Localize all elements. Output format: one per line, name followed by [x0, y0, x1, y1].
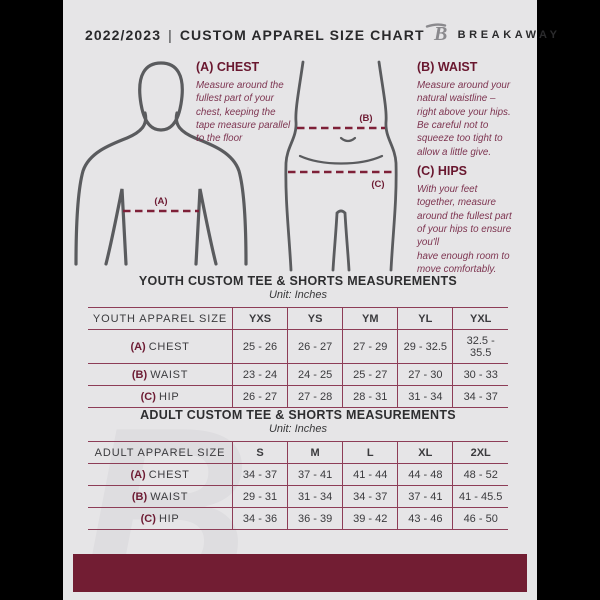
youth-table-unit: Unit: Inches: [268, 289, 328, 301]
title-text: CUSTOM APPAREL SIZE CHART: [179, 26, 425, 43]
brand-name: BREAKAWAY: [457, 28, 561, 41]
marker-c-label: (C): [371, 179, 384, 190]
hips-description: With your feet together, measure around …: [417, 184, 512, 275]
measurement-cell: 37 - 41: [287, 463, 343, 486]
size-header: XL: [397, 441, 453, 464]
measurement-cell: 29 - 32.5: [397, 329, 453, 364]
size-header: YXL: [452, 307, 508, 330]
chest-heading: (A) CHEST: [196, 60, 260, 74]
row-label: CHEST: [148, 340, 190, 353]
row-header: (B) WAIST: [88, 363, 233, 386]
row-header: (C) HIP: [88, 385, 233, 408]
measurement-cell: 28 - 31: [342, 385, 398, 408]
measurement-cell: 44 - 48: [397, 463, 453, 486]
row-label: WAIST: [150, 490, 189, 503]
measurement-cell: 34 - 37: [231, 463, 288, 486]
waist-description: Measure around your natural waistline – …: [417, 80, 511, 158]
youth-table-title: YOUTH CUSTOM TEE & SHORTS MEASUREMENTS: [138, 274, 458, 288]
adult-table-title: ADULT CUSTOM TEE & SHORTS MEASUREMENTS: [140, 408, 456, 422]
size-header: YL: [397, 307, 453, 330]
size-header: L: [342, 441, 398, 464]
measurement-cell: 43 - 46: [397, 507, 453, 530]
row-prefix: (C): [140, 390, 156, 403]
measurement-cell: 32.5 - 35.5: [452, 329, 508, 364]
row-prefix: (C): [140, 512, 156, 525]
measurement-cell: 27 - 29: [342, 329, 398, 364]
measurement-cell: 36 - 39: [287, 507, 343, 530]
row-header: (A) CHEST: [88, 463, 233, 486]
measurement-cell: 46 - 50: [452, 507, 508, 530]
footer-accent-bar: [73, 554, 527, 592]
measurement-cell: 31 - 34: [287, 485, 343, 508]
measurement-cell: 30 - 33: [452, 363, 508, 386]
brand-lockup: B BREAKAWAY: [425, 20, 561, 49]
size-header: YS: [287, 307, 343, 330]
adult-chest-row: (A) CHEST 34 - 37 37 - 41 41 - 44 44 - 4…: [88, 463, 508, 486]
waist-heading: (B) WAIST: [417, 60, 478, 74]
adult-waist-row: (B) WAIST 29 - 31 31 - 34 34 - 37 37 - 4…: [88, 485, 508, 508]
svg-text:B: B: [433, 23, 447, 44]
row-header: (B) WAIST: [88, 485, 233, 508]
measurement-cell: 27 - 30: [397, 363, 453, 386]
measurement-cell: 25 - 27: [342, 363, 398, 386]
title-year: 2022/2023: [85, 26, 162, 43]
measurement-cell: 34 - 37: [342, 485, 398, 508]
youth-hip-row: (C) HIP 26 - 27 27 - 28 28 - 31 31 - 34 …: [88, 385, 508, 408]
row-label: WAIST: [150, 368, 189, 381]
row-prefix: (A): [130, 468, 146, 481]
adult-size-table: ADULT APPAREL SIZE S M L XL 2XL (A) CHES…: [88, 441, 508, 530]
measurement-cell: 29 - 31: [231, 485, 288, 508]
measurement-cell: 41 - 44: [342, 463, 398, 486]
measurement-cell: 23 - 24: [231, 363, 288, 386]
lower-body-diagram: (B) (C): [280, 60, 402, 277]
measurement-cell: 31 - 34: [397, 385, 453, 408]
page-title: 2022/2023 | CUSTOM APPAREL SIZE CHART: [85, 27, 425, 43]
measurement-cell: 24 - 25: [287, 363, 343, 386]
marker-a-label: (A): [154, 196, 167, 207]
measurement-cell: 48 - 52: [452, 463, 508, 486]
row-header: (A) CHEST: [88, 329, 233, 364]
youth-waist-row: (B) WAIST 23 - 24 24 - 25 25 - 27 27 - 3…: [88, 363, 508, 386]
torso-diagram: (A): [73, 56, 249, 273]
measurement-cell: 37 - 41: [397, 485, 453, 508]
row-label: CHEST: [148, 468, 190, 481]
measurement-cell: 26 - 27: [231, 385, 288, 408]
size-chart-page: B 2022/2023 | CUSTOM APPAREL SIZE CHART B …: [63, 0, 557, 600]
adult-hip-row: (C) HIP 34 - 36 36 - 39 39 - 42 43 - 46 …: [88, 507, 508, 530]
row-label: HIP: [158, 512, 180, 525]
measurement-cell: 26 - 27: [287, 329, 343, 364]
measurement-cell: 41 - 45.5: [452, 485, 508, 508]
youth-header-row: YOUTH APPAREL SIZE YXS YS YM YL YXL: [88, 307, 508, 330]
measurement-cell: 27 - 28: [287, 385, 343, 408]
measurement-cell: 34 - 36: [231, 507, 288, 530]
size-header: M: [287, 441, 343, 464]
row-header: (C) HIP: [88, 507, 233, 530]
measurement-cell: 39 - 42: [342, 507, 398, 530]
row-label: HIP: [158, 390, 180, 403]
adult-first-col-header: ADULT APPAREL SIZE: [88, 441, 233, 464]
row-prefix: (A): [130, 340, 146, 353]
adult-header-row: ADULT APPAREL SIZE S M L XL 2XL: [88, 441, 508, 464]
youth-size-table: YOUTH APPAREL SIZE YXS YS YM YL YXL (A) …: [88, 307, 508, 408]
chest-description: Measure around the fullest part of your …: [196, 80, 291, 145]
row-prefix: (B): [131, 368, 148, 381]
row-prefix: (B): [131, 490, 148, 503]
size-header: 2XL: [452, 441, 508, 464]
measurement-cell: 25 - 26: [231, 329, 288, 364]
hips-heading: (C) HIPS: [417, 164, 467, 178]
adult-table-unit: Unit: Inches: [268, 423, 328, 435]
page-header: 2022/2023 | CUSTOM APPAREL SIZE CHART B BR…: [85, 20, 557, 49]
youth-first-col-header: YOUTH APPAREL SIZE: [88, 307, 233, 330]
breakaway-b-logo-icon: B: [425, 20, 452, 49]
marker-b-label: (B): [359, 113, 372, 124]
size-header: S: [231, 441, 288, 464]
measurement-cell: 34 - 37: [452, 385, 508, 408]
title-separator: |: [168, 26, 173, 43]
size-header: YXS: [231, 307, 288, 330]
youth-chest-row: (A) CHEST 25 - 26 26 - 27 27 - 29 29 - 3…: [88, 329, 508, 364]
size-header: YM: [342, 307, 398, 330]
